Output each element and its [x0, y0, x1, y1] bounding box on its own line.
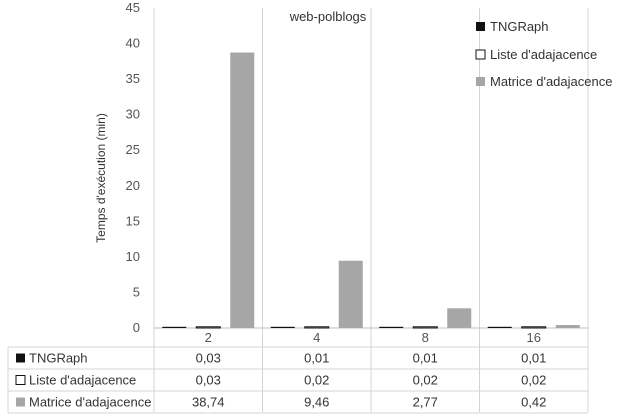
legend-label: TNGRaph — [490, 19, 549, 34]
table-cell: 0,03 — [196, 373, 221, 388]
legend-label: Liste d'adajacence — [490, 47, 597, 62]
y-tick-label: 40 — [126, 36, 140, 51]
chart-title: web-polblogs — [289, 9, 367, 24]
y-tick-label: 45 — [126, 0, 140, 15]
y-tick-label: 25 — [126, 142, 140, 157]
legend-swatch — [475, 49, 486, 60]
y-tick-label: 20 — [126, 178, 140, 193]
bar — [270, 326, 295, 328]
legend-swatch — [476, 77, 485, 86]
y-tick-label: 30 — [126, 107, 140, 122]
table-row-header: Liste d'adajacence — [29, 373, 136, 388]
bar — [412, 326, 438, 329]
bar — [555, 325, 580, 328]
bar — [521, 326, 547, 329]
y-tick-label: 35 — [126, 71, 140, 86]
table-cell: 0,02 — [521, 373, 546, 388]
y-axis: 0 5 10 15 20 25 30 35 40 45 — [126, 0, 140, 335]
table-legend-key — [15, 375, 26, 385]
table-cell: 0,01 — [304, 351, 329, 366]
table-row-header: TNGRaph — [29, 351, 88, 366]
bar — [195, 326, 221, 329]
table-cell: 38,74 — [192, 395, 225, 410]
table-cell: 0,01 — [521, 351, 546, 366]
y-axis-title: Temps d'exécution (min) — [94, 113, 108, 243]
x-tick-label: 2 — [205, 330, 212, 345]
x-tick-label: 4 — [313, 330, 320, 345]
x-tick-label: 8 — [422, 330, 429, 345]
x-tick-label: 16 — [527, 330, 541, 345]
table-cell: 0,03 — [196, 351, 221, 366]
legend-label: Matrice d'adajacence — [490, 74, 612, 89]
table-cell: 0,01 — [413, 351, 438, 366]
data-table: 2 4 8 16 TNGRaph 0,03 0,01 0,01 0,01 Liste d'adaj… — [7, 330, 588, 414]
bar — [162, 326, 187, 328]
bar — [338, 260, 363, 328]
bar — [304, 326, 330, 329]
table-cell: 0,02 — [304, 373, 329, 388]
table-cell: 2,77 — [413, 395, 438, 410]
y-tick-label: 0 — [133, 320, 140, 335]
grid-layer — [153, 8, 589, 412]
table-cell: 9,46 — [304, 395, 329, 410]
bars-layer — [162, 52, 580, 329]
y-tick-label: 15 — [126, 213, 140, 228]
bar — [487, 326, 512, 328]
legend-swatch — [476, 22, 485, 31]
table-legend-key — [16, 353, 25, 363]
legend: TNGRaph Liste d'adajacence Matrice d'adaja… — [475, 19, 612, 89]
y-tick-label: 10 — [126, 249, 140, 264]
table-row-header: Matrice d'adajacence — [29, 395, 151, 410]
bar — [379, 326, 404, 328]
table-cell: 0,02 — [413, 373, 438, 388]
table-cell: 0,42 — [521, 395, 546, 410]
table-legend-key — [16, 397, 25, 407]
y-tick-label: 5 — [133, 284, 140, 299]
bar — [447, 308, 472, 328]
bar — [230, 52, 255, 328]
